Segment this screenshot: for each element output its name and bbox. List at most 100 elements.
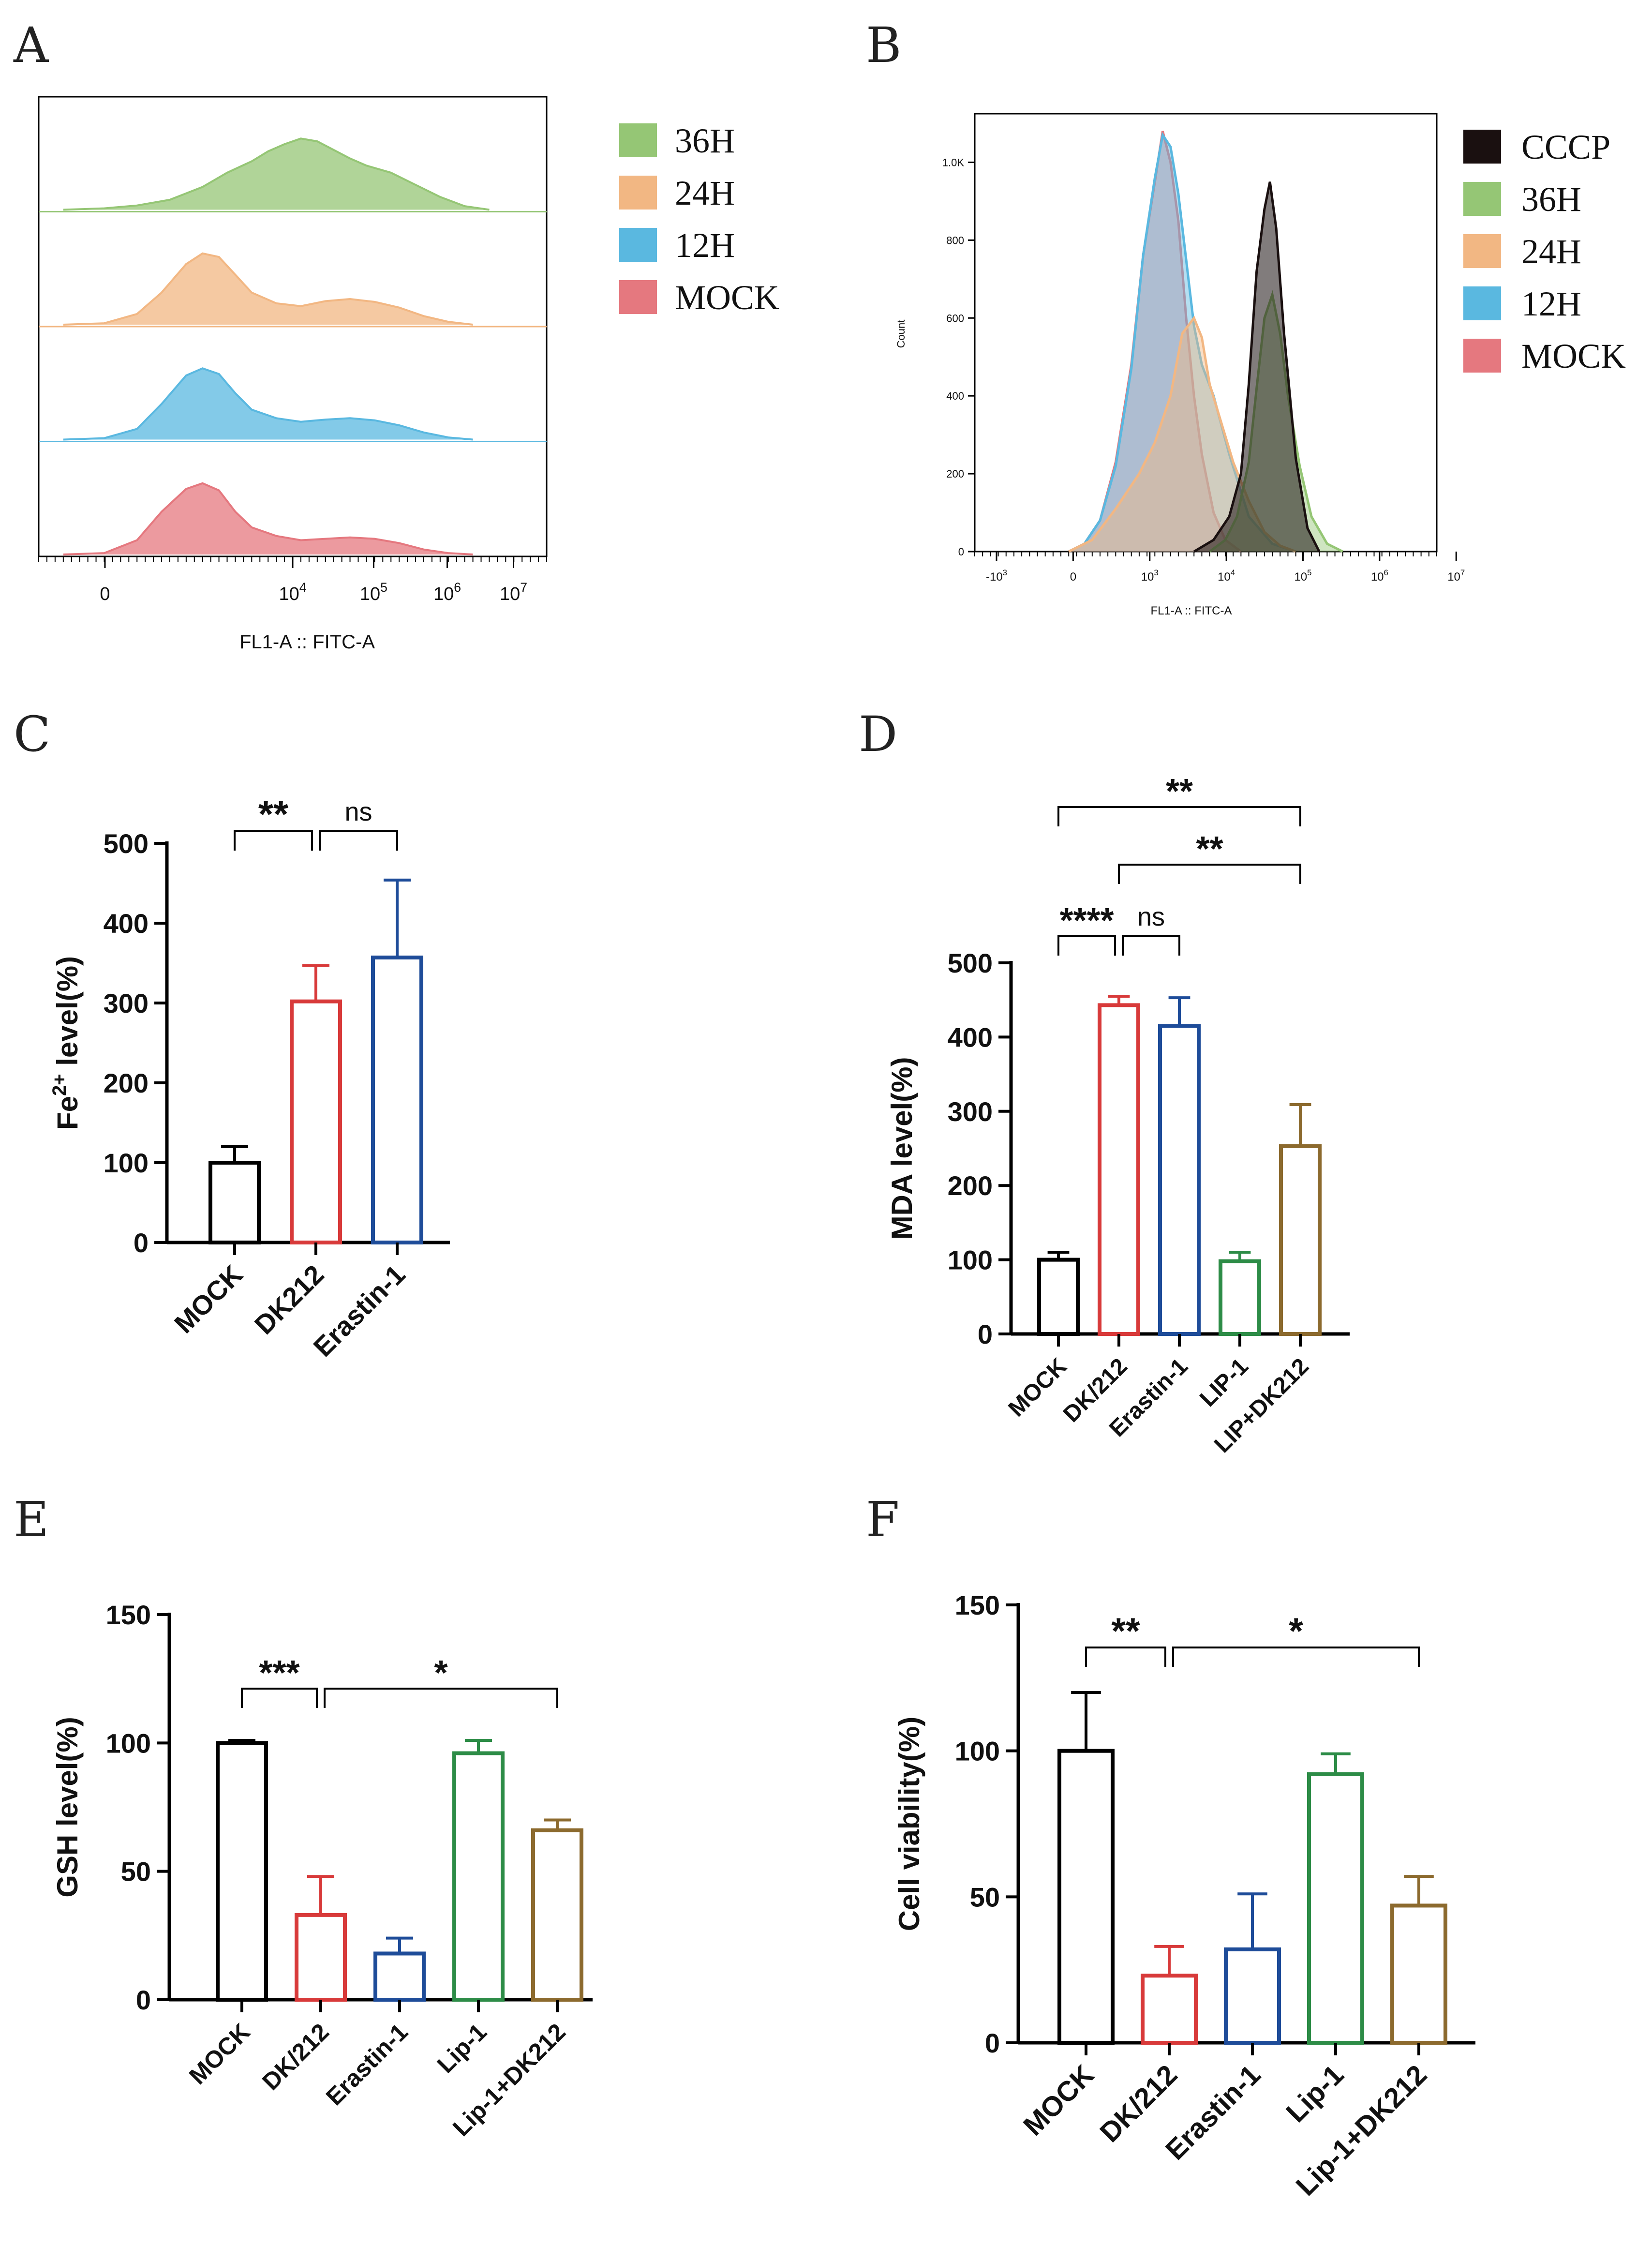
legend-label-mock: MOCK: [1521, 337, 1626, 375]
y-tick-label: 100: [955, 1736, 1000, 1767]
bar-lip-1: [452, 1751, 505, 2002]
bar-mock: [216, 1741, 268, 2002]
panel-b-chart: 0 200 400 600 800 1.0K Count -103 0 103 104 105 106 1…: [895, 113, 1626, 617]
significance-label: ns: [1137, 902, 1165, 931]
x-tick-label: -103: [986, 568, 1007, 584]
y-tick-label: 0: [136, 1985, 151, 2015]
legend-swatch-36h: [619, 123, 657, 157]
y-axis-title: Fe2+ level(%): [49, 956, 84, 1130]
y-tick-label: 150: [955, 1590, 1000, 1620]
x-tick-label: Lip-1: [432, 2018, 492, 2078]
significance-label: *: [1289, 1611, 1303, 1652]
legend-swatch-mock: [619, 280, 657, 314]
legend-swatch-36h: [1463, 182, 1501, 216]
x-tick-label: 104: [1218, 568, 1235, 584]
y-tick-label: 0: [134, 1228, 149, 1258]
significance-label: ****: [1059, 901, 1114, 940]
bar-dk/212: [1141, 1974, 1198, 2045]
y-axis-title: Cell viability(%): [893, 1717, 925, 1931]
y-tick-label: 500: [948, 948, 993, 978]
x-tick-label: 106: [433, 580, 461, 604]
significance-bracket: [319, 830, 398, 851]
x-tick-label: Erastin-1: [321, 2018, 413, 2111]
histogram-fill-12h: [63, 368, 473, 440]
significance-bracket: [1172, 1647, 1420, 1667]
histogram-line-12h: [63, 367, 473, 441]
y-tick-label: 200: [104, 1068, 149, 1098]
y-tick-label: 100: [106, 1728, 151, 1758]
y-tick-label: 300: [948, 1096, 993, 1127]
y-tick-label: 400: [104, 908, 149, 939]
x-tick-label: DK/212: [257, 2018, 334, 2095]
y-tick-label: 800: [946, 234, 964, 246]
legend-swatch-12h: [619, 228, 657, 262]
y-tick-label: 1.0K: [942, 156, 965, 168]
y-tick-label: 50: [121, 1857, 151, 1887]
significance-bracket: [324, 1688, 558, 1708]
bar-lip-1+dk212: [531, 1828, 583, 2002]
y-tick-label: 300: [104, 988, 149, 1018]
bar-mock: [1057, 1749, 1115, 2045]
significance-bracket: [1118, 864, 1301, 884]
histogram-line-12h: [1068, 132, 1296, 553]
y-tick-label: 100: [104, 1148, 149, 1178]
significance-label: **: [258, 793, 289, 836]
y-axis-title: MDA level(%): [886, 1057, 918, 1240]
legend-label-24h: 24H: [1521, 232, 1581, 271]
bar-erastin-1: [371, 955, 423, 1244]
y-tick-label: 100: [948, 1245, 993, 1275]
significance-label: ***: [259, 1654, 299, 1692]
histogram-fill-mock: [63, 483, 473, 554]
legend-label-cccp: CCCP: [1521, 128, 1610, 166]
y-tick-label: 0: [958, 546, 964, 558]
histogram-fill-36h: [63, 138, 490, 210]
significance-label: **: [1196, 830, 1223, 868]
legend-swatch-cccp: [1463, 130, 1501, 164]
significance-label: **: [1166, 772, 1193, 811]
x-tick-label: MOCK: [1017, 2059, 1100, 2141]
y-tick-label: 0: [985, 2028, 1000, 2058]
legend-swatch-24h: [619, 176, 657, 210]
legend-label-36h: 36H: [675, 121, 735, 160]
x-tick-label: LIP-1: [1195, 1353, 1253, 1411]
histogram-fill-12h: [1069, 135, 1296, 552]
legend-swatch-24h: [1463, 234, 1501, 268]
y-tick-label: 50: [970, 1882, 1000, 1912]
histogram-fill-24h: [63, 253, 473, 325]
bar-dk212: [290, 999, 342, 1244]
significance-label: *: [434, 1654, 447, 1692]
bar-mock: [1037, 1258, 1080, 1336]
histogram-fill-mock: [1069, 131, 1241, 552]
histogram-fill-cccp: [1194, 181, 1320, 552]
panel-label-f: F: [866, 1491, 899, 1548]
x-tick-label: 104: [279, 580, 306, 604]
x-tick-label: 0: [100, 584, 110, 604]
histogram-line-36h: [63, 137, 490, 211]
bar-lip+dk212: [1279, 1144, 1322, 1336]
y-tick-label: 0: [978, 1319, 993, 1349]
panel-label-a: A: [13, 17, 49, 74]
legend-label-36h: 36H: [1521, 180, 1581, 219]
x-tick-label: 106: [1371, 568, 1388, 584]
x-tick-label: 107: [1447, 568, 1465, 584]
y-axis-title: GSH level(%): [51, 1717, 84, 1897]
y-axis-title: Count: [895, 320, 907, 348]
bar-dk/212: [295, 1913, 347, 2002]
bar-erastin-1: [1158, 1024, 1201, 1336]
panel-label-d: D: [859, 706, 897, 763]
legend-label-12h: 12H: [1521, 284, 1581, 323]
panel-label-e: E: [14, 1491, 49, 1548]
legend-swatch-12h: [1463, 286, 1501, 320]
significance-label: **: [1111, 1611, 1140, 1652]
x-tick-label: DK212: [249, 1259, 330, 1340]
x-tick-label: 103: [1141, 568, 1159, 584]
x-tick-label: 105: [360, 580, 387, 604]
bar-lip-1+dk212: [1390, 1903, 1447, 2045]
significance-bracket: [1122, 935, 1180, 956]
y-tick-label: 400: [948, 1022, 993, 1052]
legend-label-24h: 24H: [675, 174, 735, 212]
bar-erastin-1: [1224, 1947, 1281, 2045]
